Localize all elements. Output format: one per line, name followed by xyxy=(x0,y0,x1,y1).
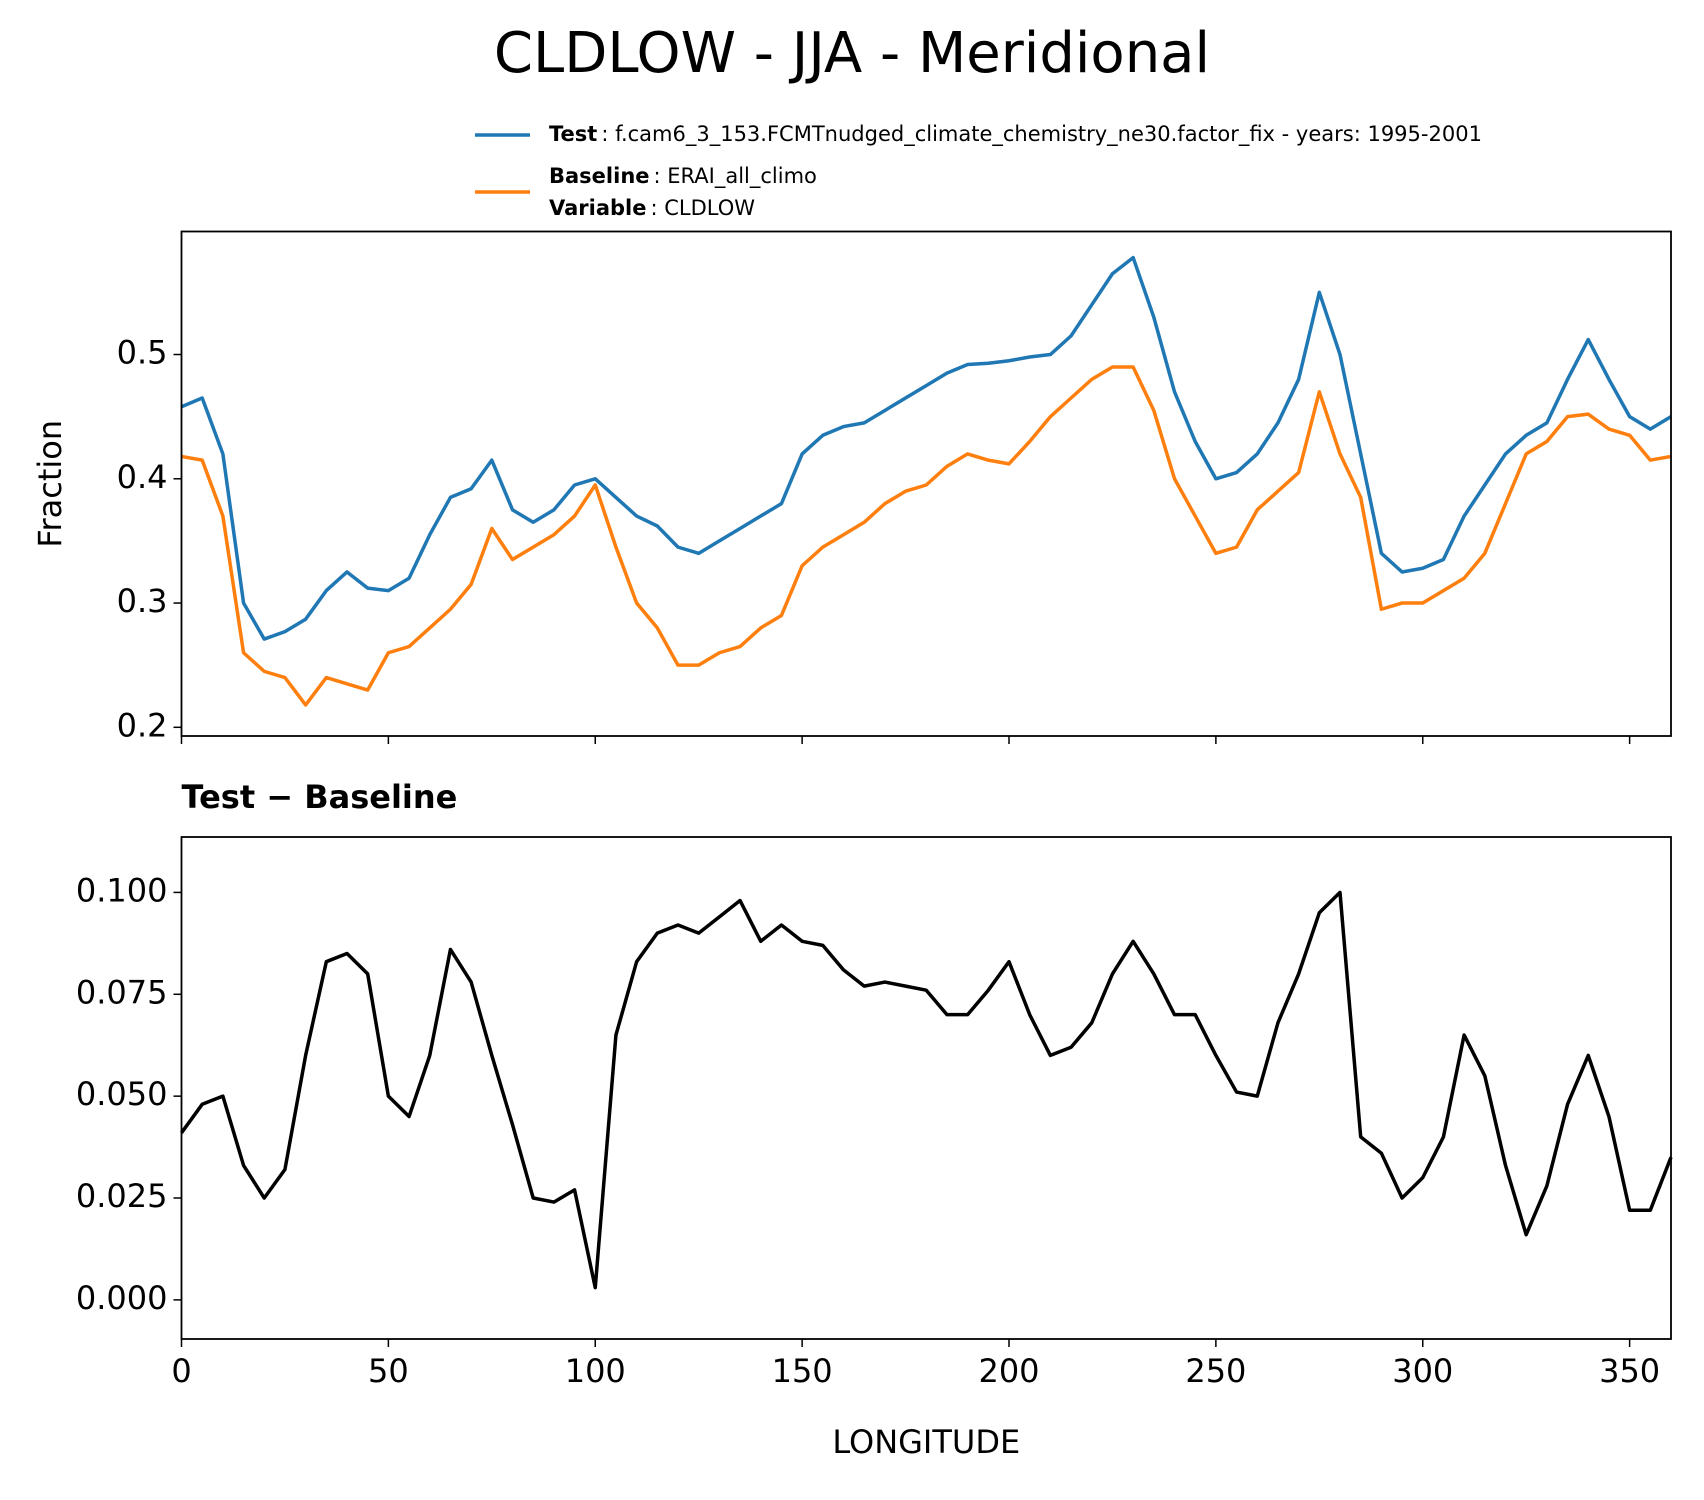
subplot-title: Test − Baseline xyxy=(182,778,458,816)
data-line xyxy=(181,365,1672,707)
legend-entry: Variable: CLDLOW xyxy=(549,196,755,220)
legend-description: : ERAI_all_climo xyxy=(654,164,817,189)
y-tick-label: 0.075 xyxy=(76,973,168,1011)
x-tick-label: 50 xyxy=(368,1352,409,1390)
legend-entry: Test: f.cam6_3_153.FCMTnudged_climate_ch… xyxy=(549,122,1482,147)
y-axis-label: Fraction xyxy=(31,420,69,548)
plot-frame xyxy=(180,836,1672,1340)
x-tick-label: 100 xyxy=(565,1352,626,1390)
y-tick-label: 0.000 xyxy=(76,1279,168,1317)
y-tick-label: 0.5 xyxy=(117,334,168,372)
difference-line xyxy=(180,890,1673,1290)
x-tick-label: 0 xyxy=(171,1352,191,1390)
y-tick-label: 0.025 xyxy=(76,1177,168,1215)
x-tick-label: 200 xyxy=(978,1352,1039,1390)
data-line xyxy=(180,255,1672,641)
legend-description: : f.cam6_3_153.FCMTnudged_climate_chemis… xyxy=(601,122,1482,147)
legend-entry: Baseline: ERAI_all_climo xyxy=(549,164,817,189)
y-tick-label: 0.4 xyxy=(117,458,168,496)
x-tick-label: 350 xyxy=(1599,1352,1660,1390)
figure-title: CLDLOW - JJA - Meridional xyxy=(494,21,1210,86)
y-tick-label: 0.2 xyxy=(117,706,168,744)
x-tick-label: 300 xyxy=(1392,1352,1453,1390)
x-tick-label: 150 xyxy=(772,1352,833,1390)
plot-frame xyxy=(180,230,1672,737)
legend-description: : CLDLOW xyxy=(650,196,755,220)
y-tick-label: 0.100 xyxy=(76,871,168,909)
y-tick-label: 0.3 xyxy=(117,582,168,620)
x-axis-label: LONGITUDE xyxy=(832,1423,1020,1461)
legend-name: Variable xyxy=(549,196,646,220)
y-tick-label: 0.050 xyxy=(76,1075,168,1113)
legend-name: Test xyxy=(549,122,597,146)
x-tick-label: 250 xyxy=(1185,1352,1246,1390)
legend-name: Baseline xyxy=(549,164,650,188)
